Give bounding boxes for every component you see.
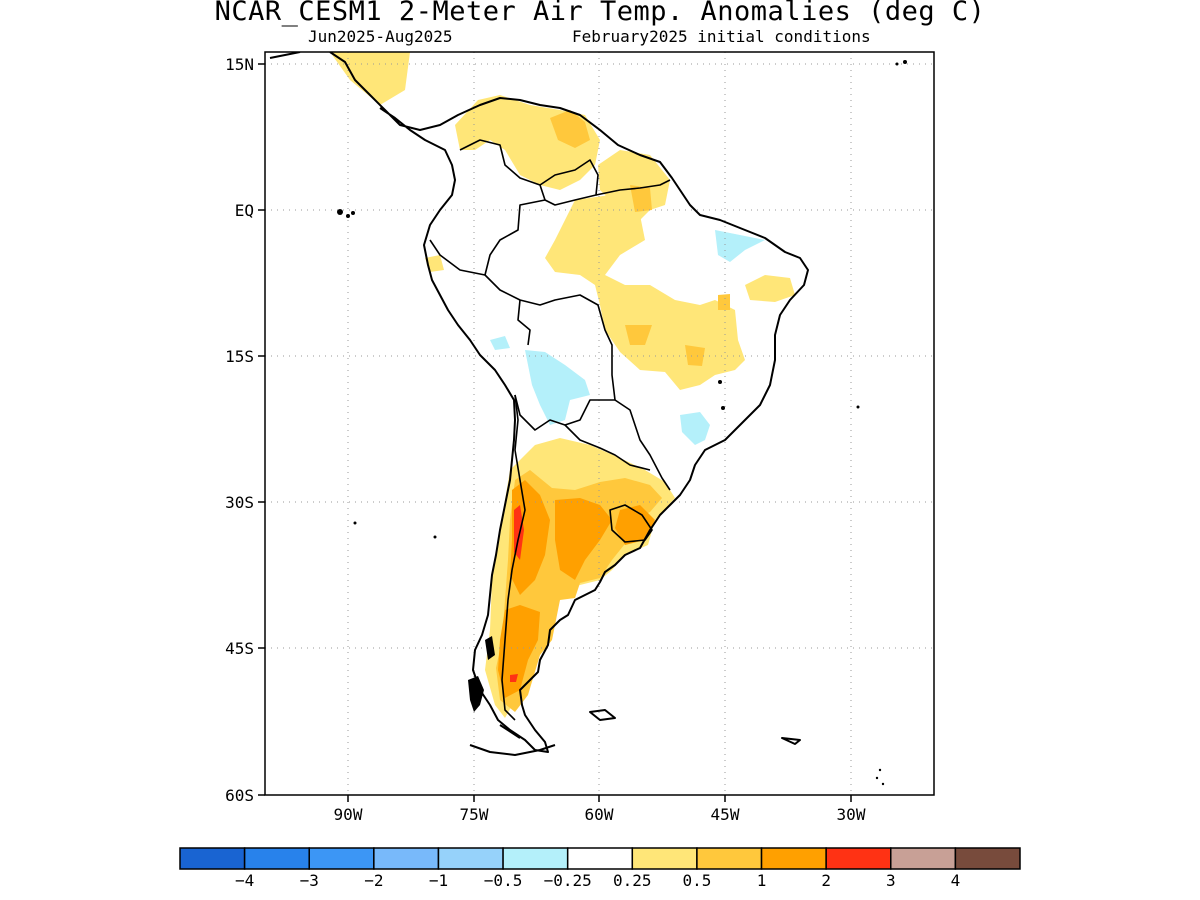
colorbar-swatch	[566, 847, 634, 870]
colorbar-label: 1	[757, 871, 767, 890]
colorbar-label: −3	[300, 871, 319, 890]
colorbar-swatch	[825, 847, 892, 870]
colorbar-swatch	[696, 847, 763, 870]
colorbar-label: −0.5	[484, 871, 523, 890]
colorbar-swatch	[954, 847, 1021, 870]
colorbar-swatch	[890, 847, 957, 870]
colorbar-label: −2	[364, 871, 383, 890]
lon-label-90w: 90W	[334, 805, 363, 824]
colorbar-label: −1	[429, 871, 448, 890]
colorbar-label: −4	[235, 871, 254, 890]
islands	[337, 60, 907, 786]
lon-label-60w: 60W	[585, 805, 614, 824]
lat-label-30s: 30S	[225, 493, 254, 512]
colorbar-label: 3	[886, 871, 896, 890]
initial-conditions: February2025 initial conditions	[572, 27, 871, 46]
forecast-period: Jun2025-Aug2025	[308, 27, 453, 46]
axis-ticks	[258, 63, 852, 802]
map-title: NCAR_CESM1 2-Meter Air Temp. Anomalies (…	[214, 0, 986, 27]
colorbar-label: −0.25	[544, 871, 592, 890]
colorbar-swatch	[760, 847, 827, 870]
lat-label-15s: 15S	[225, 347, 254, 366]
colorbar-swatch	[179, 847, 246, 870]
latitude-axis: 15N EQ 15S 30S 45S 60S	[225, 55, 254, 805]
lon-label-75w: 75W	[460, 805, 489, 824]
lon-label-30w: 30W	[837, 805, 866, 824]
lon-label-45w: 45W	[711, 805, 740, 824]
colorbar-swatch	[243, 847, 310, 870]
longitude-axis: 90W 75W 60W 45W 30W	[334, 805, 866, 824]
coastlines	[269, 52, 809, 756]
colorbar: −4 −3 −2 −1 −0.5 −0.25 0.25 0.5 1 2 3 4	[179, 847, 1021, 890]
lat-label-eq: EQ	[235, 201, 254, 220]
colorbar-swatch	[502, 847, 569, 870]
colorbar-swatch	[631, 847, 698, 870]
colorbar-label: 4	[951, 871, 961, 890]
lat-label-60s: 60S	[225, 786, 254, 805]
colorbar-swatch	[437, 847, 504, 870]
colorbar-label: 0.25	[613, 871, 652, 890]
colorbar-label: 2	[821, 871, 831, 890]
lat-label-15n: 15N	[225, 55, 254, 74]
cool-anomaly-areas	[490, 230, 765, 445]
country-borders	[429, 139, 671, 721]
colorbar-label: 0.5	[682, 871, 711, 890]
graticule	[265, 52, 934, 795]
anomaly-field	[330, 52, 795, 718]
colorbar-swatch	[308, 847, 375, 870]
lat-label-45s: 45S	[225, 639, 254, 658]
colorbar-swatch	[373, 847, 440, 870]
map-frame	[264, 51, 935, 796]
